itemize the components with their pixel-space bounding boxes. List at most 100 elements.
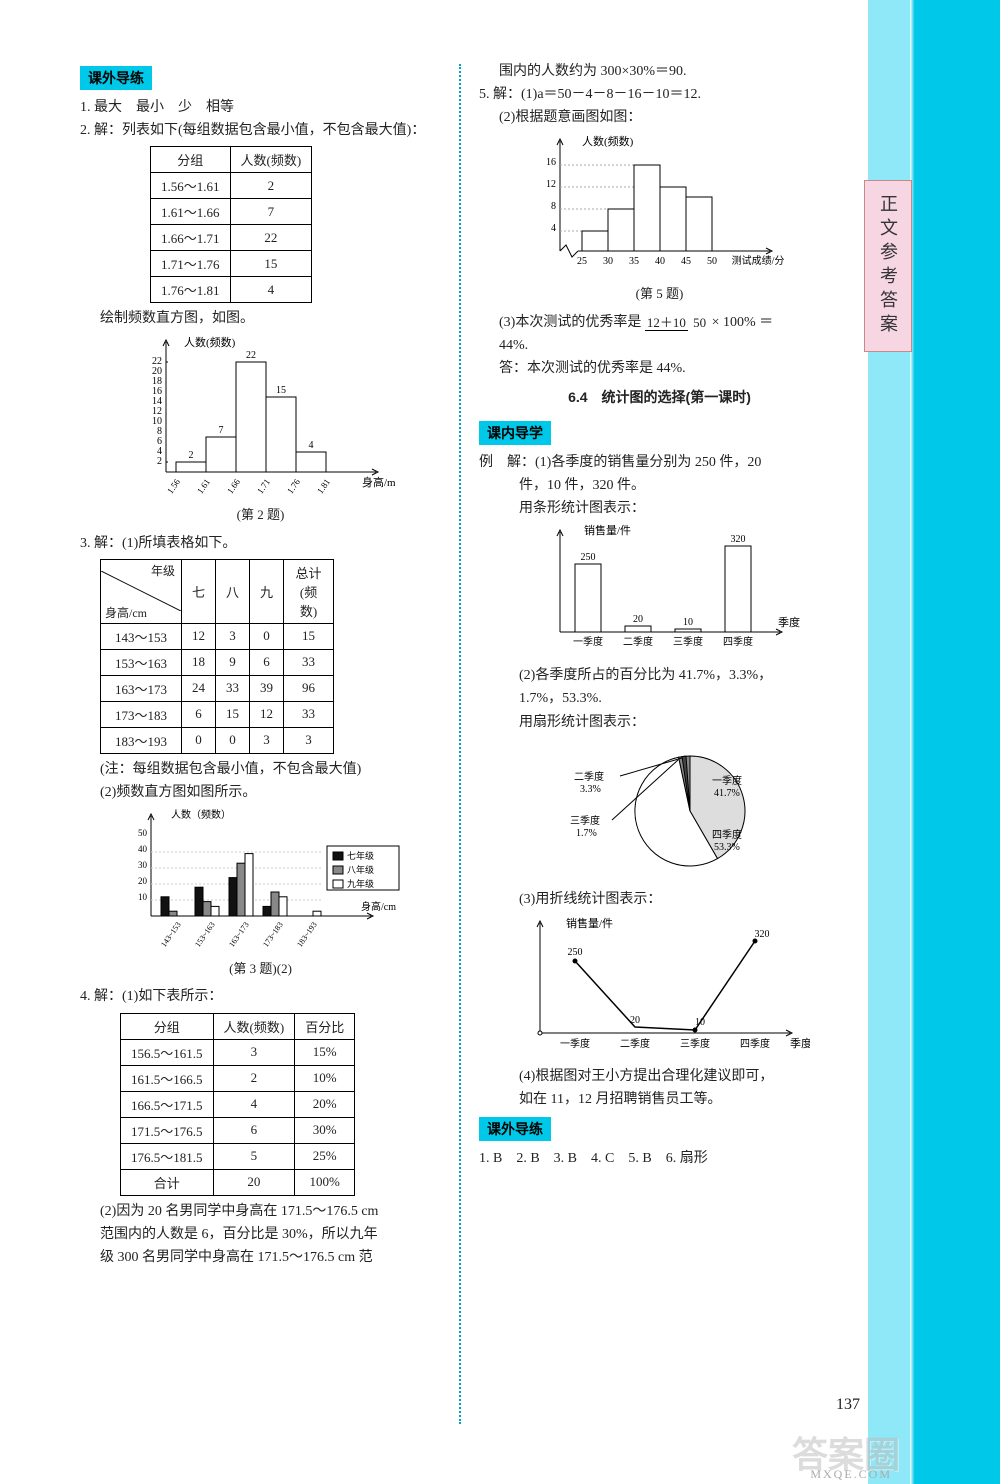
section-label: 课外导练	[80, 66, 152, 90]
svg-text:测试成绩/分: 测试成绩/分	[731, 254, 784, 267]
svg-text:三季度: 三季度	[680, 1037, 710, 1050]
page-number: 137	[836, 1396, 860, 1414]
answers: 1. B 2. B 3. B 4. C 5. B 6. 扇形	[479, 1147, 840, 1170]
side-tab: 正文参考答案	[864, 180, 912, 352]
svg-text:七年级: 七年级	[347, 850, 374, 861]
svg-text:1.81: 1.81	[314, 477, 331, 496]
left-column: 课外导练 1. 最大 最小 少 相等 2. 解：列表如下(每组数据包含最小值，不…	[80, 60, 441, 1424]
ex-pie-intro: 用扇形统计图表示：	[519, 711, 840, 734]
svg-text:人数(频数): 人数(频数)	[184, 335, 236, 349]
svg-text:1.76: 1.76	[284, 477, 302, 496]
svg-text:153~163: 153~163	[193, 920, 217, 948]
ex-p3: (3)用折线统计图表示：	[519, 888, 840, 911]
svg-text:22: 22	[152, 356, 162, 367]
svg-text:30: 30	[603, 256, 613, 267]
svg-text:7: 7	[218, 425, 223, 436]
svg-text:40: 40	[655, 256, 665, 267]
th: 分组	[151, 147, 231, 173]
ex-p2: (2)各季度所占的百分比为 41.7%，3.3%，	[519, 664, 840, 687]
svg-text:二季度: 二季度	[623, 635, 653, 648]
page: 课外导练 1. 最大 最小 少 相等 2. 解：列表如下(每组数据包含最小值，不…	[0, 0, 840, 1454]
svg-text:1.56: 1.56	[164, 477, 182, 496]
table-3: 年级 身高/cm 七 八 九 总计 (频数) 143～153123015 153…	[100, 559, 334, 754]
ex-p2b: 1.7%，53.3%.	[519, 687, 840, 710]
svg-text:季度: 季度	[790, 1036, 810, 1050]
q3-note: (注：每组数据包含最小值，不包含最大值)	[100, 758, 441, 781]
svg-text:八年级: 八年级	[347, 864, 374, 875]
svg-text:8: 8	[551, 201, 556, 212]
svg-text:53.3%: 53.3%	[714, 842, 740, 853]
svg-text:18: 18	[152, 376, 162, 387]
q3-head: 3. 解：(1)所填表格如下。	[80, 532, 441, 555]
svg-text:12: 12	[546, 179, 556, 190]
caption-3: (第 3 题)(2)	[80, 958, 441, 979]
svg-text:二季度: 二季度	[574, 770, 604, 783]
table-4: 分组人数(频数)百分比 156.5～161.5315% 161.5～166.52…	[120, 1013, 355, 1196]
q4-p2a: (2)因为 20 名男同学中身高在 171.5～176.5 cm	[100, 1200, 441, 1223]
svg-text:320: 320	[730, 534, 745, 545]
q4-p2b: 范围内的人数是 6，百分比是 30%，所以九年	[100, 1223, 441, 1246]
watermark-sub: MXQE.COM	[810, 1467, 892, 1482]
svg-text:20: 20	[138, 876, 148, 886]
th: 人数(频数)	[230, 147, 312, 173]
q2-head: 2. 解：列表如下(每组数据包含最小值，不包含最大值)：	[80, 119, 441, 142]
svg-text:25: 25	[577, 256, 587, 267]
svg-text:四季度: 四季度	[723, 635, 753, 648]
svg-text:4: 4	[308, 440, 313, 451]
svg-text:九年级: 九年级	[347, 878, 374, 889]
section-label: 课内导学	[479, 421, 551, 445]
q4-head: 4. 解：(1)如下表所示：	[80, 985, 441, 1008]
svg-text:250: 250	[567, 947, 582, 958]
svg-text:173~183: 173~183	[261, 920, 285, 948]
svg-text:10: 10	[683, 617, 693, 628]
section-label: 课外导练	[479, 1117, 551, 1141]
right-column: 围内的人数约为 300×30%＝90. 5. 解：(1)a＝50－4－8－16－…	[479, 60, 840, 1424]
svg-text:20: 20	[630, 1015, 640, 1026]
svg-text:三季度: 三季度	[570, 814, 600, 827]
svg-text:41.7%: 41.7%	[714, 788, 740, 799]
ex-p4a: (4)根据图对王小方提出合理化建议即可，	[519, 1065, 840, 1088]
svg-text:四季度: 四季度	[712, 828, 742, 841]
svg-text:22: 22	[246, 350, 256, 361]
ex-bar-intro: 用条形统计图表示：	[519, 497, 840, 520]
right-margin	[910, 0, 1000, 1484]
svg-text:8: 8	[157, 426, 162, 437]
svg-text:20: 20	[152, 366, 162, 377]
q5a: 5. 解：(1)a＝50－4－8－16－10＝12.	[479, 83, 840, 106]
q5c2: 44%.	[499, 334, 840, 357]
svg-text:2: 2	[188, 450, 193, 461]
svg-text:320: 320	[754, 929, 769, 940]
svg-text:1.61: 1.61	[194, 477, 211, 496]
svg-text:50: 50	[707, 256, 717, 267]
svg-text:15: 15	[276, 385, 286, 396]
svg-text:14: 14	[152, 396, 162, 407]
table-2: 分组人数(频数) 1.56～1.612 1.61～1.667 1.66～1.71…	[150, 146, 312, 303]
ex-p4b: 如在 11，12 月招聘销售员工等。	[519, 1088, 840, 1111]
svg-text:45: 45	[681, 256, 691, 267]
caption-2: (第 2 题)	[80, 504, 441, 525]
svg-text:1.66: 1.66	[224, 477, 242, 496]
svg-text:30: 30	[138, 860, 148, 870]
column-divider	[459, 64, 461, 1424]
svg-text:1.7%: 1.7%	[576, 828, 597, 839]
fraction: 12＋10 50	[645, 316, 708, 330]
q4-p2c: 级 300 名男同学中身高在 171.5～176.5 cm 范	[100, 1246, 441, 1269]
svg-text:四季度: 四季度	[740, 1037, 770, 1050]
svg-text:6: 6	[157, 436, 162, 447]
svg-text:身高/m: 身高/m	[362, 475, 396, 489]
cont1: 围内的人数约为 300×30%＝90.	[499, 60, 840, 83]
svg-text:10: 10	[152, 416, 162, 427]
chart-q3: 1020304050 人数（频数） 身高/cm 143~153 153~163 …	[111, 806, 411, 956]
chart-q2: 246 81012 141618 2022 2722 154 人数(频数) 身高…	[126, 332, 396, 502]
svg-text:二季度: 二季度	[620, 1037, 650, 1050]
ex-head2: 件，10 件，320 件。	[519, 474, 840, 497]
q2-after: 绘制频数直方图，如图。	[100, 307, 441, 330]
svg-text:40: 40	[138, 844, 148, 854]
svg-text:10: 10	[695, 1017, 705, 1028]
svg-text:163~173: 163~173	[227, 920, 251, 948]
line-chart-quarter: 2502010320 一季度二季度三季度四季度 销售量/件 季度	[510, 913, 810, 1063]
svg-text:三季度: 三季度	[673, 635, 703, 648]
svg-text:人数（频数）: 人数（频数）	[171, 808, 231, 821]
svg-text:16: 16	[152, 386, 162, 397]
pie-chart-quarter: 一季度41.7% 四季度53.3% 二季度3.3% 三季度1.7%	[530, 736, 790, 886]
